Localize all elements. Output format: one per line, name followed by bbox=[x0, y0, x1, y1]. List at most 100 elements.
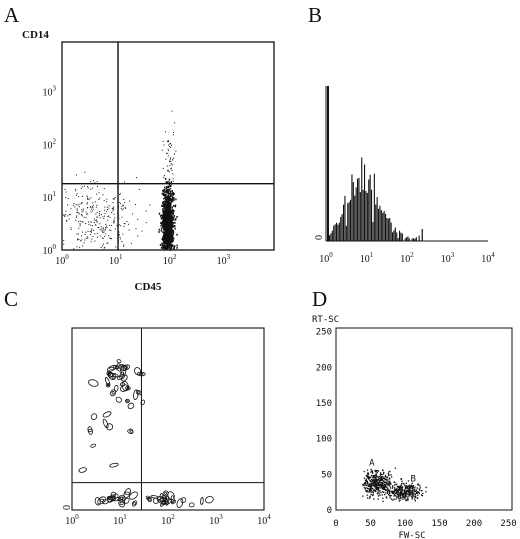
panel-a-x-tick-label: 101 bbox=[109, 253, 123, 267]
panel-c-contour bbox=[129, 428, 134, 434]
panel-a-event bbox=[172, 244, 174, 247]
panel-a-event bbox=[173, 199, 175, 201]
panel-a-event bbox=[103, 247, 105, 249]
panel-a-event bbox=[121, 241, 123, 243]
panel-d-event bbox=[395, 498, 397, 500]
panel-a-event bbox=[88, 198, 90, 200]
panel-d-event bbox=[375, 483, 378, 486]
panel-d-event bbox=[398, 490, 400, 492]
panel-a-event bbox=[167, 218, 169, 221]
panel-d-event bbox=[395, 488, 398, 491]
panel-a-event bbox=[113, 198, 115, 200]
panel-a-event bbox=[175, 150, 177, 152]
panel-a-event bbox=[95, 206, 97, 208]
panel-a-event bbox=[123, 244, 125, 246]
panel-d-event bbox=[400, 490, 402, 492]
panel-d-event bbox=[384, 485, 387, 487]
panel-a-event bbox=[166, 216, 168, 219]
panel-a-event bbox=[87, 207, 89, 209]
panel-a-event bbox=[166, 212, 169, 215]
panel-d-event bbox=[382, 480, 385, 482]
panel-b-bar bbox=[397, 238, 399, 241]
panel-d-event bbox=[404, 492, 406, 495]
panel-d-event bbox=[401, 492, 404, 495]
panel-a-event bbox=[113, 220, 115, 222]
panel-a-event bbox=[173, 216, 175, 219]
panel-a-event bbox=[167, 203, 169, 206]
panel-d-event bbox=[377, 470, 379, 472]
panel-d-event bbox=[392, 485, 394, 487]
panel-a-event bbox=[108, 235, 110, 237]
panel-b-bar bbox=[406, 237, 408, 241]
panel-a-event bbox=[81, 203, 83, 205]
panel-d-event bbox=[393, 491, 395, 494]
panel-c-contour bbox=[118, 494, 126, 502]
panel-a-event bbox=[111, 238, 113, 240]
panel-c-contour bbox=[116, 359, 122, 364]
panel-c-contours bbox=[78, 359, 214, 508]
panel-d-event bbox=[401, 480, 403, 482]
panel-a-event bbox=[81, 239, 83, 241]
panel-a-event bbox=[164, 195, 166, 198]
panel-d-event bbox=[366, 481, 369, 484]
panel-d-event bbox=[404, 488, 407, 490]
panel-b-bar bbox=[413, 238, 415, 241]
panel-d-event bbox=[381, 486, 383, 488]
panel-a-event bbox=[138, 189, 140, 190]
panel-a-event bbox=[104, 209, 106, 211]
panel-a-quadrant-gates bbox=[62, 42, 274, 250]
panel-a-event bbox=[173, 225, 176, 227]
panel-a-event bbox=[163, 203, 165, 206]
panel-d-event bbox=[401, 488, 404, 490]
panel-d-event bbox=[398, 486, 400, 489]
panel-c-contour bbox=[106, 364, 117, 372]
panel-d-event bbox=[369, 485, 371, 488]
panel-a-event bbox=[110, 230, 112, 232]
panel-d-annotation-label: A bbox=[369, 459, 375, 469]
panel-a-event bbox=[103, 218, 105, 220]
panel-a-event bbox=[92, 208, 94, 210]
panel-d-event bbox=[362, 495, 364, 497]
panel-c-contour bbox=[140, 399, 146, 406]
panel-a-event bbox=[87, 199, 89, 200]
panel-d-event bbox=[391, 486, 394, 488]
panel-d-event bbox=[409, 493, 411, 495]
panel-a-event bbox=[176, 216, 178, 218]
panel-d-event bbox=[417, 491, 420, 493]
panel-d-event bbox=[379, 483, 382, 486]
panel-a-event bbox=[166, 221, 168, 224]
panel-d-event bbox=[377, 491, 379, 493]
panel-a-event bbox=[161, 242, 164, 245]
panel-d-event bbox=[379, 494, 381, 496]
panel-d-event bbox=[382, 487, 385, 489]
panel-d-event bbox=[421, 495, 424, 497]
panel-c-contour bbox=[171, 500, 176, 505]
panel-a-event bbox=[171, 247, 173, 250]
panel-a-event bbox=[175, 198, 177, 201]
panel-a-event bbox=[171, 194, 173, 196]
panel-d-event bbox=[386, 491, 389, 493]
panel-a-event bbox=[84, 234, 86, 235]
panel-a-event bbox=[69, 214, 70, 215]
panel-a-event bbox=[63, 243, 65, 245]
panel-d-event bbox=[378, 485, 380, 487]
panel-d-event bbox=[373, 475, 375, 477]
panel-a-event bbox=[171, 222, 173, 224]
panel-a-event bbox=[171, 228, 173, 231]
panel-a-event bbox=[81, 186, 83, 188]
panel-d-event bbox=[412, 486, 414, 488]
panel-b-bar bbox=[394, 227, 396, 241]
panel-a-event bbox=[121, 216, 123, 218]
panel-a-event bbox=[167, 225, 169, 227]
panel-d-event bbox=[379, 490, 381, 492]
panel-a-event bbox=[96, 181, 98, 183]
panel-d-event bbox=[368, 491, 370, 493]
panel-b-bar bbox=[408, 238, 410, 241]
panel-d-event bbox=[407, 490, 409, 492]
panel-d-event bbox=[378, 493, 380, 495]
panel-d-event bbox=[417, 494, 419, 496]
panel-a-event bbox=[162, 208, 164, 211]
panel-a-event bbox=[102, 237, 104, 239]
panel-d-event bbox=[405, 493, 407, 495]
panel-a-event bbox=[135, 228, 137, 230]
